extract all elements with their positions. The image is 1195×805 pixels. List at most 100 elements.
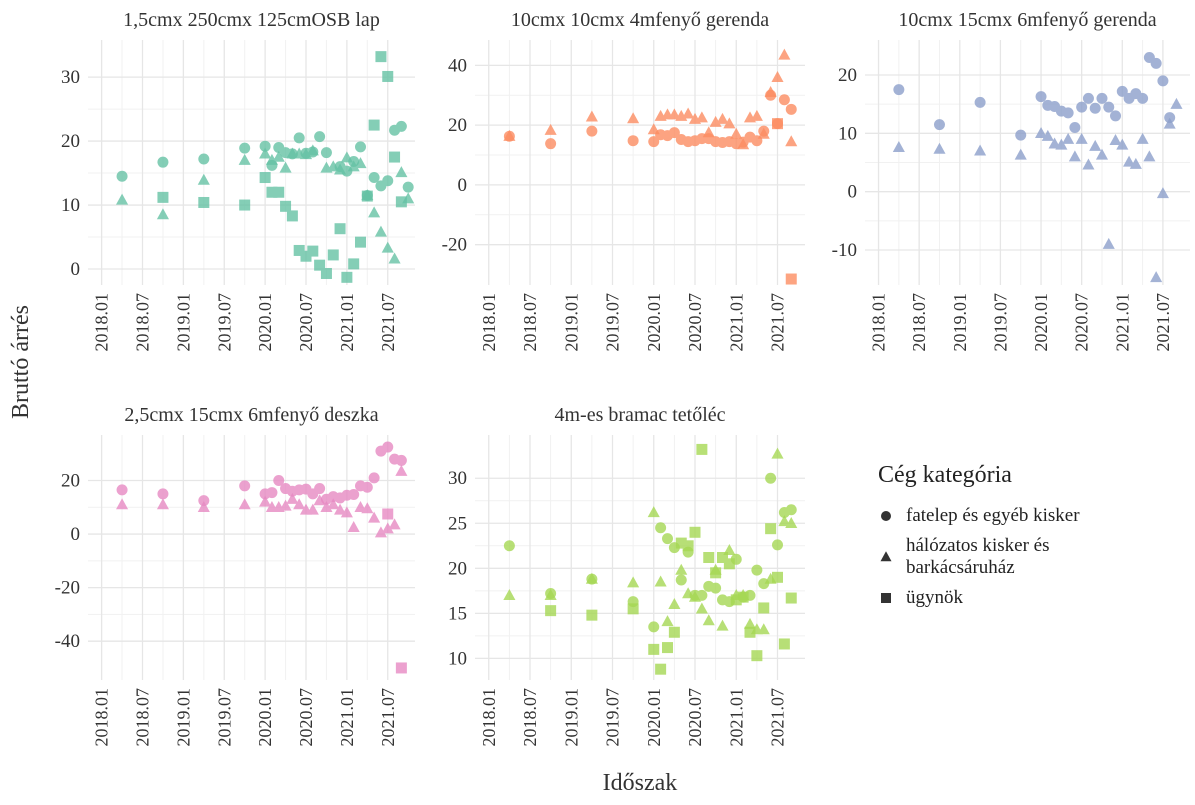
- point: [709, 115, 722, 127]
- point: [765, 472, 777, 484]
- point: [743, 617, 757, 629]
- point: [286, 492, 299, 504]
- y-tick-label: 0: [458, 175, 468, 196]
- x-tick-label: 2019.07: [214, 293, 234, 352]
- x-tick-label: 2021.07: [768, 688, 788, 747]
- series: [116, 441, 407, 507]
- point: [286, 210, 298, 222]
- point: [1110, 110, 1122, 122]
- y-tick-label: -10: [832, 240, 857, 261]
- point: [280, 200, 292, 212]
- x-tick-label: 2019.07: [603, 293, 623, 352]
- x-tick-label: 2021.07: [768, 293, 788, 352]
- point: [300, 250, 312, 262]
- point: [682, 540, 694, 552]
- y-tick-label: 25: [448, 513, 467, 534]
- series: [503, 48, 798, 150]
- point: [668, 598, 681, 610]
- point: [116, 193, 129, 205]
- point: [688, 590, 702, 602]
- legend-label: hálózatos kisker és barkácsáruház: [906, 535, 1050, 578]
- point: [382, 70, 394, 82]
- point: [361, 190, 373, 202]
- x-tick-label: 2020.01: [644, 688, 664, 747]
- point: [702, 126, 715, 138]
- point: [395, 196, 407, 208]
- point: [374, 225, 387, 237]
- point: [198, 153, 210, 165]
- point: [723, 558, 735, 570]
- y-tick-label: 40: [448, 55, 467, 76]
- point: [757, 623, 770, 635]
- point: [778, 48, 791, 60]
- point: [785, 103, 797, 115]
- point: [320, 147, 332, 159]
- panel-title: 4m-es bramac tetőléc: [554, 404, 725, 426]
- y-tick-label: 20: [448, 115, 467, 136]
- point: [156, 498, 169, 510]
- point: [772, 539, 783, 551]
- point: [648, 643, 660, 655]
- x-tick-label: 2021.07: [378, 688, 398, 747]
- panel-title: 10cmx 15cmx 6mfenyő gerenda: [898, 9, 1156, 31]
- point: [933, 142, 946, 154]
- y-tick-label: 30: [448, 468, 467, 489]
- point: [545, 138, 557, 150]
- point: [259, 140, 271, 152]
- y-tick-label: 30: [61, 67, 80, 88]
- point: [689, 526, 701, 538]
- point: [647, 123, 660, 135]
- point: [388, 518, 401, 530]
- point: [662, 642, 673, 654]
- legend-entry: ügynök: [878, 587, 1178, 609]
- point: [238, 498, 251, 510]
- point: [368, 511, 381, 523]
- point: [1103, 101, 1115, 113]
- x-tick-label: 2020.07: [1072, 293, 1092, 352]
- series: [503, 89, 797, 150]
- point: [880, 551, 892, 562]
- point: [259, 147, 272, 159]
- x-tick-label: 2020.01: [644, 293, 664, 352]
- series: [157, 51, 407, 283]
- point: [314, 483, 326, 495]
- point: [682, 107, 695, 119]
- point: [355, 236, 366, 248]
- point: [1076, 101, 1088, 113]
- point: [695, 111, 708, 123]
- point: [239, 142, 251, 154]
- y-tick-label: -20: [55, 578, 80, 599]
- x-axis-label: Időszak: [603, 770, 678, 796]
- point: [279, 161, 292, 173]
- point: [389, 151, 401, 163]
- point: [696, 589, 708, 601]
- x-tick-label: 2018.01: [92, 293, 112, 352]
- point: [503, 129, 516, 141]
- point: [668, 127, 680, 139]
- x-tick-label: 2021.01: [726, 688, 746, 747]
- panel-title: 2,5cmx 15cmx 6mfenyő deszka: [124, 404, 378, 426]
- point: [655, 663, 667, 675]
- point: [116, 170, 128, 182]
- panel-title: 1,5cmx 250cmx 125cmOSB lap: [123, 9, 380, 31]
- point: [1041, 129, 1054, 141]
- point: [695, 602, 708, 614]
- x-tick-label: 2021.01: [1112, 293, 1132, 352]
- x-tick-label: 2020.07: [296, 293, 316, 352]
- point: [662, 533, 673, 545]
- point: [327, 160, 340, 172]
- point: [682, 587, 695, 599]
- x-tick-label: 2018.07: [520, 293, 540, 352]
- point: [772, 118, 783, 130]
- series: [382, 508, 407, 674]
- series: [772, 118, 797, 285]
- point: [716, 112, 729, 124]
- point: [778, 638, 790, 650]
- point: [157, 191, 169, 203]
- legend-icon: [881, 511, 891, 521]
- point: [1055, 138, 1068, 150]
- point: [785, 135, 798, 147]
- point: [340, 506, 353, 518]
- point: [273, 475, 285, 487]
- point: [368, 206, 381, 218]
